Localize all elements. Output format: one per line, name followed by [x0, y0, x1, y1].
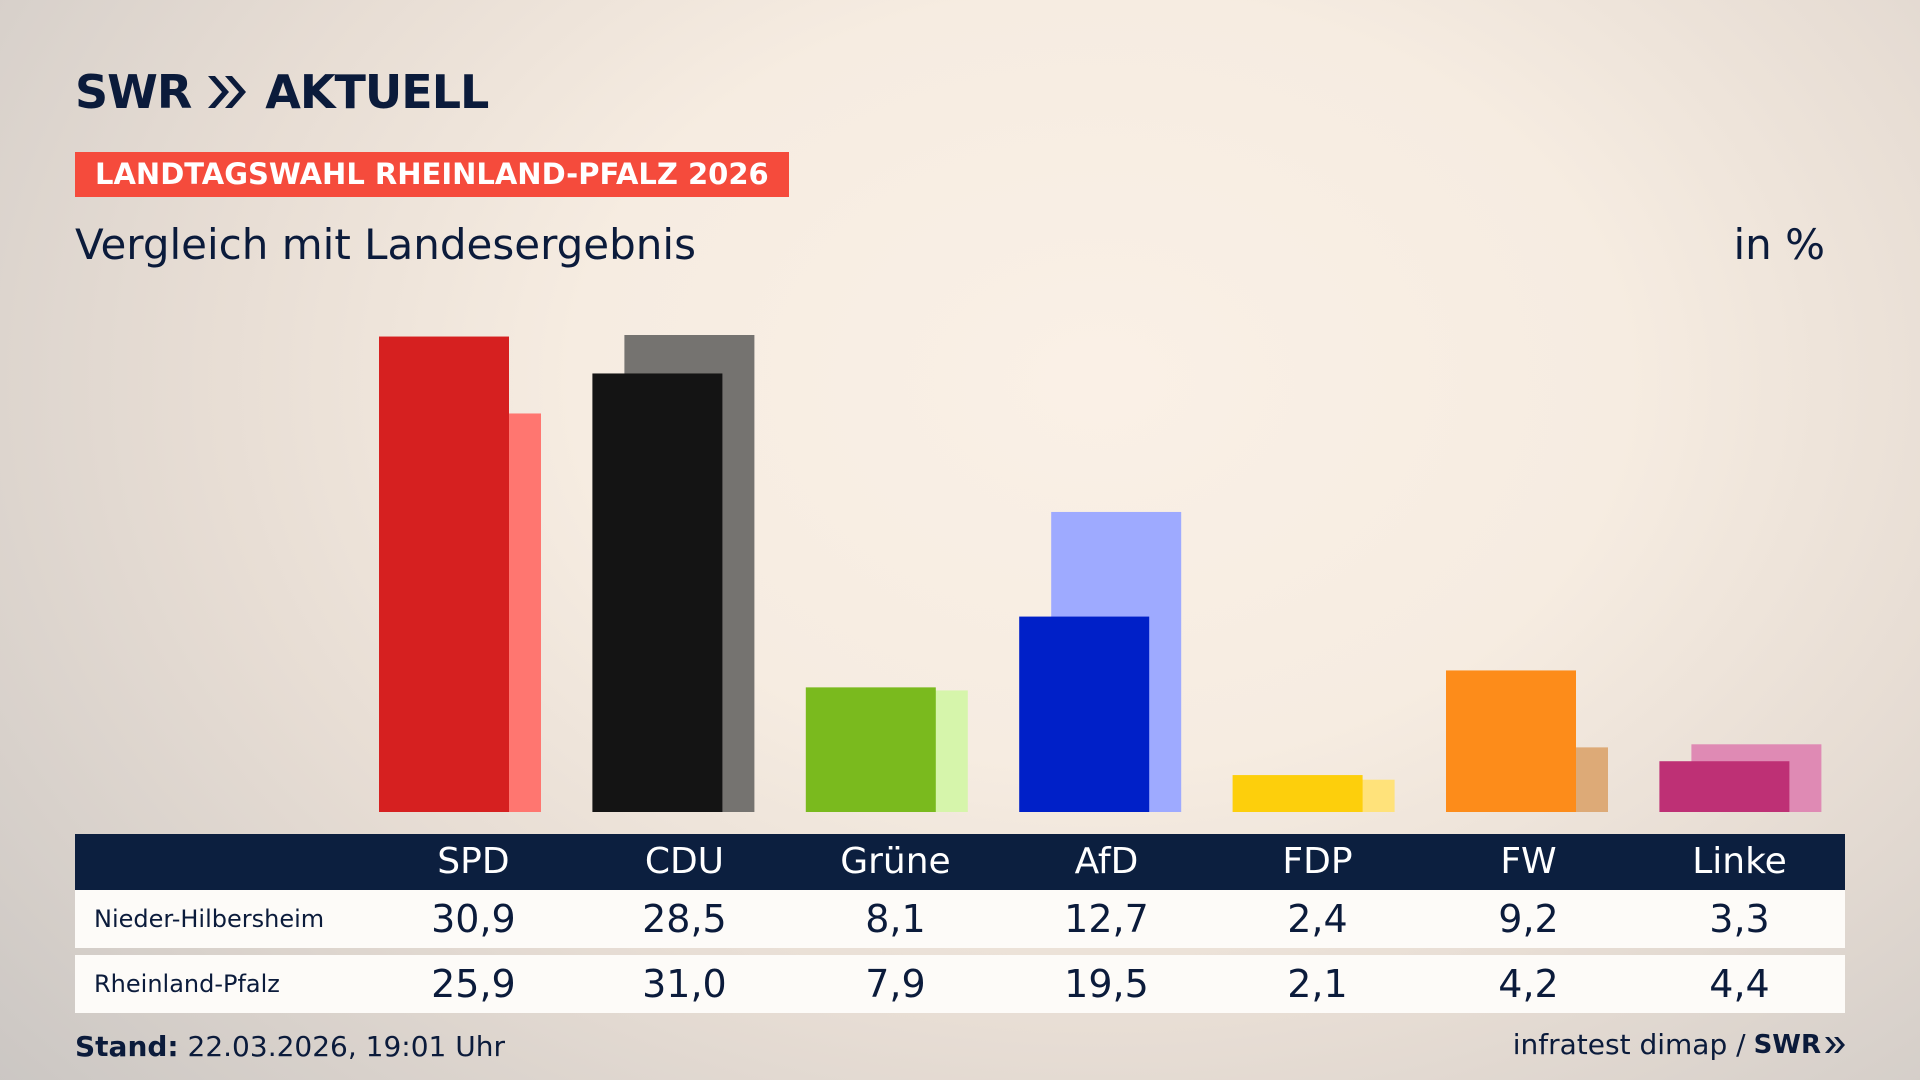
party-header-gruene: Grüne [840, 841, 951, 882]
bar-local-linke [1659, 761, 1790, 812]
value-state-linke: 4,4 [1709, 962, 1770, 1006]
swr-mini-logo: SWR [1754, 1030, 1848, 1060]
party-header-fdp: FDP [1282, 841, 1353, 882]
chart-subtitle: Vergleich mit Landesergebnis [75, 220, 696, 269]
value-state-afd: 19,5 [1064, 962, 1149, 1006]
bar-state-fw [1478, 747, 1608, 812]
table-row-state: Rheinland-Pfalz 25,9 31,0 7,9 19,5 2,1 4… [75, 955, 1845, 1013]
header-spacer [75, 834, 368, 890]
value-state-fdp: 2,1 [1287, 962, 1348, 1006]
bar-state-spd [411, 413, 541, 812]
table-row-local: Nieder-Hilbersheim 30,9 28,5 8,1 12,7 2,… [75, 890, 1845, 948]
stand-value: 22.03.2026, 19:01 Uhr [187, 1030, 505, 1063]
unit-label: in % [1733, 220, 1825, 269]
mini-logo-text: SWR [1753, 1029, 1821, 1060]
double-chevron-icon [1825, 1036, 1845, 1053]
value-local-linke: 3,3 [1709, 897, 1770, 941]
bar-state-fdp [1264, 779, 1395, 812]
row-label-local: Nieder-Hilbersheim [94, 905, 325, 933]
table-header: SPD CDU Grüne AfD FDP FW Linke [75, 834, 1845, 890]
timestamp: Stand: 22.03.2026, 19:01 Uhr [75, 1030, 505, 1063]
value-local-afd: 12,7 [1064, 897, 1149, 941]
bar-state-linke [1691, 744, 1822, 812]
bar-local-fw [1446, 670, 1576, 812]
election-badge: LANDTAGSWAHL RHEINLAND-PFALZ 2026 [75, 152, 789, 197]
bar-state-gruene [837, 690, 968, 812]
source-text: infratest dimap / [1512, 1028, 1746, 1061]
party-header-linke: Linke [1692, 841, 1787, 882]
bar-state-afd [1051, 511, 1182, 812]
value-local-fw: 9,2 [1498, 897, 1559, 941]
party-header-cdu: CDU [644, 841, 725, 882]
value-local-gruene: 8,1 [865, 897, 926, 941]
results-table: SPD CDU Grüne AfD FDP FW Linke Nieder-Hi… [75, 834, 1845, 1013]
row-label-state: Rheinland-Pfalz [94, 970, 280, 998]
value-local-cdu: 28,5 [642, 897, 727, 941]
bar-local-gruene [805, 687, 936, 812]
value-local-spd: 30,9 [431, 897, 516, 941]
bar-local-cdu [592, 373, 723, 812]
double-chevron-icon [208, 76, 247, 108]
bar-state-cdu [624, 335, 755, 812]
bar-local-spd [379, 336, 509, 812]
value-state-cdu: 31,0 [642, 962, 727, 1006]
value-state-spd: 25,9 [431, 962, 516, 1006]
logo-aktuell-text: AKTUELL [265, 65, 489, 119]
bar-local-fdp [1232, 775, 1363, 812]
stand-label: Stand: [75, 1030, 179, 1063]
party-header-afd: AfD [1074, 841, 1139, 882]
source-credit: infratest dimap / SWR [1513, 1028, 1848, 1061]
bar-local-afd [1019, 616, 1150, 812]
value-local-fdp: 2,4 [1287, 897, 1348, 941]
swr-aktuell-logo: SWR AKTUELL [75, 65, 489, 119]
party-header-spd: SPD [437, 841, 510, 882]
value-state-fw: 4,2 [1498, 962, 1559, 1006]
value-state-gruene: 7,9 [865, 962, 926, 1006]
party-header-fw: FW [1500, 841, 1557, 882]
logo-swr-text: SWR [75, 65, 192, 119]
